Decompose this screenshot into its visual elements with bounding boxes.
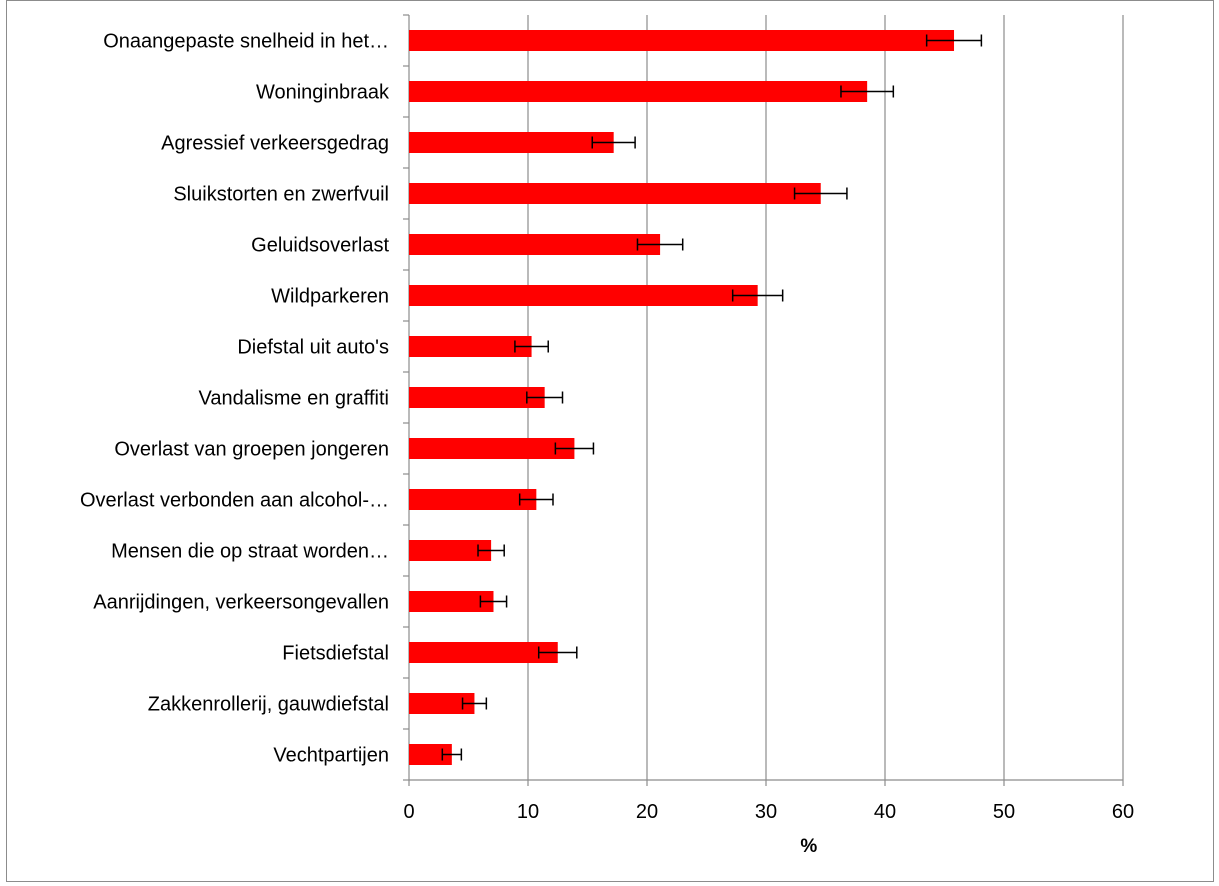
bar: [409, 642, 558, 663]
x-tick-label: 50: [993, 801, 1015, 823]
bar: [409, 183, 821, 204]
x-axis-title: %: [800, 836, 817, 857]
category-label: Vandalisme en graffiti: [199, 388, 389, 410]
bar: [409, 540, 492, 561]
category-label: Agressief verkeersgedrag: [161, 133, 389, 155]
bar: [409, 336, 532, 357]
category-label: Aanrijdingen, verkeersongevallen: [93, 592, 389, 614]
x-tick-label: 30: [755, 801, 777, 823]
bar: [409, 387, 545, 408]
x-tick-label: 20: [636, 801, 658, 823]
category-label: Diefstal uit auto's: [237, 337, 389, 359]
x-tick-label: 10: [517, 801, 539, 823]
bar: [409, 285, 758, 306]
category-label: Woninginbraak: [256, 82, 390, 104]
category-label: Wildparkeren: [271, 286, 389, 308]
bar: [409, 132, 614, 153]
category-label: Onaangepaste snelheid in het…: [103, 31, 389, 53]
bar: [409, 438, 575, 459]
x-tick-label: 60: [1112, 801, 1134, 823]
bar: [409, 693, 475, 714]
bar: [409, 744, 452, 765]
bar: [409, 591, 494, 612]
category-label: Overlast verbonden aan alcohol-…: [80, 490, 389, 512]
bar: [409, 234, 661, 255]
category-label: Overlast van groepen jongeren: [114, 439, 389, 461]
bar: [409, 489, 537, 510]
category-label: Fietsdiefstal: [282, 643, 389, 665]
category-label: Sluikstorten en zwerfvuil: [173, 184, 389, 206]
bar: [409, 30, 955, 51]
category-label: Vechtpartijen: [273, 745, 389, 767]
bar: [409, 81, 868, 102]
category-label: Geluidsoverlast: [251, 235, 389, 257]
category-label: Mensen die op straat worden…: [111, 541, 389, 563]
x-tick-label: 40: [874, 801, 896, 823]
category-label: Zakkenrollerij, gauwdiefstal: [148, 694, 389, 716]
x-tick-label: 0: [403, 801, 414, 823]
